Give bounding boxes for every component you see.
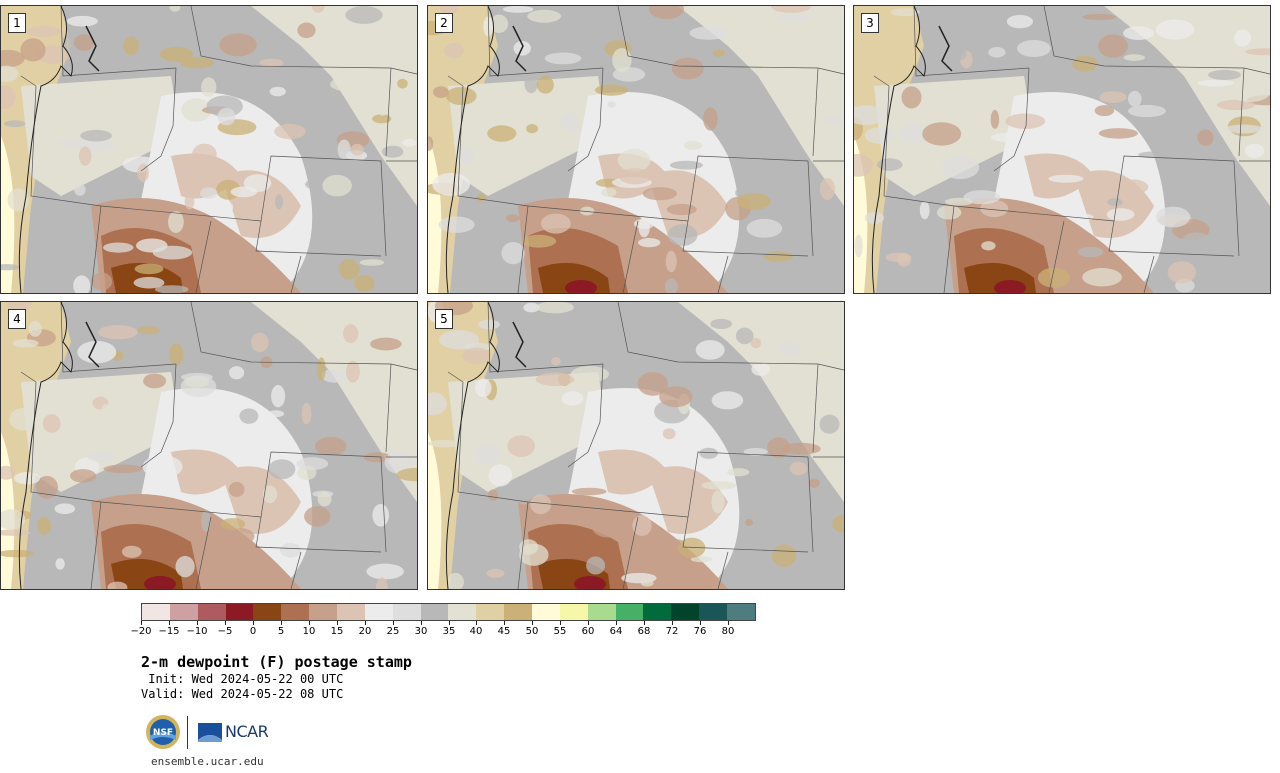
colorbar-swatch [225,604,254,620]
tick-label: 60 [581,626,595,637]
nsf-logo: NSF [146,715,180,749]
tick-label: 20 [358,626,372,637]
tick-mark [169,621,170,625]
colorbar-swatch [281,604,310,620]
panel-member-2[interactable]: 2 [427,5,845,294]
tick-label: 40 [469,626,483,637]
dewpoint-map [428,6,844,293]
tick-mark [197,621,198,625]
dewpoint-map [428,302,844,589]
panel-number: 1 [8,13,26,33]
dewpoint-map [1,302,417,589]
ncar-logo [198,723,222,742]
colorbar-swatch [364,604,393,620]
colorbar-swatch [337,604,365,620]
tick-mark [532,621,533,625]
tick-label: 15 [330,626,344,637]
tick-mark [644,621,645,625]
colorbar-swatch [253,604,282,620]
tick-mark [421,621,422,625]
tick-label: 68 [637,626,651,637]
tick-mark [337,621,338,625]
tick-mark [672,621,673,625]
panel-member-3[interactable]: 3 [853,5,1271,294]
tick-mark [225,621,226,625]
tick-label: 25 [386,626,400,637]
tick-label: 35 [442,626,456,637]
colorbar-swatch [671,604,700,620]
tick-mark [700,621,701,625]
colorbar-ticks: −20 −15 −10 −5 0 5 10 15 20 25 30 35 40 45 50 55 60 64 68 7… [130,621,756,641]
panel-number: 5 [435,309,453,329]
colorbar-swatch [699,604,728,620]
colorbar-swatch [504,604,533,620]
tick-mark [253,621,254,625]
panel-number: 2 [435,13,453,33]
tick-label: −5 [217,626,233,637]
tick-mark [281,621,282,625]
tick-label: 64 [609,626,623,637]
tick-label: −20 [130,626,152,637]
colorbar-swatch [448,604,477,620]
logo-divider [187,716,188,749]
colorbar-swatch [309,604,338,620]
colorbar-swatch [392,604,421,620]
tick-mark [588,621,589,625]
tick-label: 76 [693,626,707,637]
tick-label: 45 [497,626,511,637]
dewpoint-map [1,6,417,293]
site-url[interactable]: ensemble.ucar.edu [151,755,264,768]
nsf-logo-text: NSF [153,728,173,738]
tick-mark [365,621,366,625]
map-title: 2-m dewpoint (F) postage stamp [141,653,412,671]
colorbar-swatch [532,604,560,620]
panel-member-4[interactable]: 4 [0,301,418,590]
panel-member-1[interactable]: 1 [0,5,418,294]
panel-number: 3 [861,13,879,33]
tick-mark [476,621,477,625]
colorbar-swatch [559,604,588,620]
dewpoint-map [854,6,1270,293]
valid-time: Valid: Wed 2024-05-22 08 UTC [141,687,344,701]
colorbar [141,603,756,621]
tick-label: 5 [277,626,285,637]
ncar-logo-text: NCAR [225,722,269,741]
colorbar-swatch [142,604,170,620]
tick-mark [449,621,450,625]
init-time: Init: Wed 2024-05-22 00 UTC [141,672,344,686]
colorbar-swatch [197,604,226,620]
panel-member-5[interactable]: 5 [427,301,845,590]
tick-label: −15 [158,626,180,637]
tick-label: 80 [721,626,735,637]
tick-mark [504,621,505,625]
tick-mark [616,621,617,625]
colorbar-swatch [476,604,505,620]
colorbar-swatch [420,604,449,620]
tick-label: 50 [525,626,539,637]
tick-label: 10 [302,626,316,637]
tick-mark [393,621,394,625]
tick-mark [309,621,310,625]
tick-label: 30 [414,626,428,637]
tick-mark [141,621,142,625]
colorbar-swatch [169,604,198,620]
panel-number: 4 [8,309,26,329]
colorbar-swatch [727,604,755,620]
colorbar-swatch [615,604,644,620]
tick-mark [728,621,729,625]
tick-label: 0 [249,626,257,637]
tick-mark [560,621,561,625]
tick-label: 72 [665,626,679,637]
colorbar-swatch [587,604,616,620]
tick-label: 55 [553,626,567,637]
colorbar-swatch [643,604,672,620]
tick-label: −10 [186,626,208,637]
